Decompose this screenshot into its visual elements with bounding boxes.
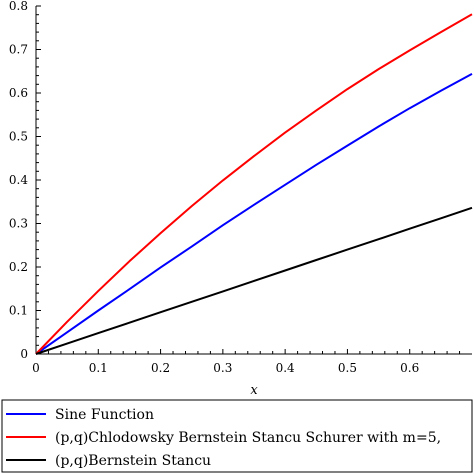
legend-label-1: Sine Function [55,407,154,423]
x-tick-label: 0 [32,361,40,375]
series-line-2 [35,13,473,355]
x-tick-label: 0.6 [400,361,419,375]
x-tick-label: 0.2 [151,361,170,375]
y-tick-label: 0.6 [9,86,28,100]
y-tick-label: 0.5 [9,130,28,144]
x-tick-label: 0.3 [213,361,232,375]
x-tick-label: 0.5 [338,361,357,375]
x-axis-title: x [250,383,258,398]
legend-label-2: (p,q)Chlodowsky Bernstein Stancu Schurer… [55,430,441,446]
y-tick-label: 0.1 [9,304,28,318]
y-tick-label: 0.2 [9,260,28,274]
series-line-3 [35,206,473,355]
x-tick-label: 0.1 [89,361,108,375]
y-tick-label: 0.4 [9,173,28,187]
legend-label-3: (p,q)Bernstein Stancu [55,453,211,469]
y-tick-label: 0.8 [9,0,28,13]
y-tick-label: 0 [20,347,28,361]
legend-box [1,399,473,473]
y-tick-label: 0.3 [9,217,28,231]
y-tick-label: 0.7 [9,43,28,57]
x-tick-label: 0.4 [276,361,295,375]
series-line-1 [35,73,473,355]
plot-area: 0 0.1 0.2 0.3 0.4 0.5 0.6 0 0.1 0.2 0.3 0.4 0.5 0.6 0.… [9,0,473,398]
legend: Sine Function (p,q)Chlodowsky Bernstein S… [1,399,473,473]
